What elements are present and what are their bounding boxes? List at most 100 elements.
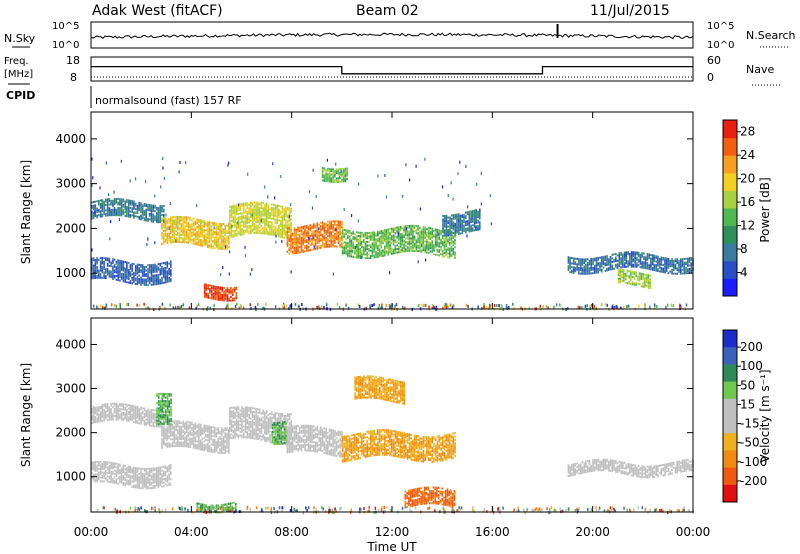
power-cell [145, 214, 147, 217]
power-cell [347, 242, 349, 245]
power-cell [341, 253, 344, 256]
power-cell [92, 217, 95, 220]
velocity-cell [96, 469, 98, 472]
power-cell [228, 272, 230, 276]
power-cell [325, 231, 327, 234]
power-cell [113, 276, 116, 279]
power-cell [219, 246, 221, 249]
power-cell [380, 255, 383, 258]
power-cell [341, 246, 344, 249]
power-cell [203, 286, 206, 289]
power-cell [248, 216, 250, 219]
power-cell [369, 304, 371, 308]
power-cell [422, 234, 425, 237]
velocity-cell [99, 460, 102, 463]
power-cell [339, 229, 341, 232]
power-cell [572, 268, 575, 271]
power-cell [341, 249, 344, 252]
power-cell [191, 231, 193, 234]
power-cell [274, 232, 277, 235]
power-cell [681, 261, 684, 264]
power-cell [170, 221, 172, 224]
power-cell [479, 228, 481, 231]
velocity-cell [120, 471, 123, 473]
power-cell [639, 259, 642, 262]
power-cell [479, 214, 481, 216]
power-cell [650, 259, 652, 262]
power-cell [236, 204, 238, 207]
power-cell [321, 237, 324, 240]
power-cell [206, 235, 209, 238]
power-cell [318, 227, 320, 231]
velocity-cell [122, 464, 125, 467]
power-cell [320, 234, 322, 237]
power-cell [213, 222, 216, 225]
power-cell [667, 263, 670, 266]
power-cell [394, 228, 397, 231]
power-cell [143, 210, 146, 213]
power-cell [298, 242, 301, 245]
velocity-cell [108, 468, 111, 471]
power-cell [199, 233, 202, 236]
power-cell [625, 253, 628, 256]
power-cell [325, 174, 327, 177]
velocity-cell [127, 465, 130, 468]
velocity-cell [150, 421, 153, 424]
power-cell [92, 206, 95, 209]
power-cell [620, 306, 622, 310]
power-cell [424, 240, 426, 243]
power-cell [147, 275, 149, 277]
power-cell [241, 231, 243, 234]
power-cell [647, 274, 650, 277]
power-cell [656, 305, 658, 308]
power-cell [163, 210, 165, 213]
velocity-cell [119, 477, 121, 480]
power-cell [638, 272, 641, 275]
power-cell [307, 235, 310, 238]
power-colorbar [723, 120, 737, 297]
power-cell [339, 168, 341, 171]
power-cell [648, 253, 650, 256]
power-cell [380, 232, 383, 234]
power-cell [235, 286, 238, 289]
power-cell [269, 208, 271, 211]
power-cell [595, 268, 598, 271]
power-cell [348, 239, 351, 241]
power-cell [157, 277, 160, 280]
power-cell [622, 305, 625, 309]
power-cell [257, 210, 259, 213]
power-cell [443, 255, 446, 258]
power-cell [337, 179, 340, 182]
power-cell [646, 253, 649, 256]
velocity-cell [96, 412, 98, 414]
power-cell [452, 228, 455, 231]
power-cell [600, 258, 603, 261]
power-cell [636, 262, 638, 265]
power-cell [278, 215, 280, 218]
power-cell [124, 277, 126, 280]
power-cell [508, 306, 510, 310]
power-cell [201, 243, 204, 245]
velocity-cell [156, 425, 158, 428]
power-cell [307, 242, 310, 245]
power-cell [286, 216, 289, 218]
velocity-cell [141, 416, 144, 419]
power-cell [450, 242, 453, 245]
velocity-cell [101, 476, 104, 479]
power-cell [246, 216, 249, 219]
power-cell [129, 282, 132, 284]
power-cell [163, 240, 165, 243]
power-cell [644, 260, 647, 262]
power-cell [264, 211, 266, 214]
velocity-cell [92, 418, 95, 421]
power-cell [625, 262, 628, 265]
power-cell [160, 185, 162, 189]
power-cell [403, 245, 405, 247]
power-cell [110, 212, 112, 215]
power-cell [442, 227, 444, 230]
power-cell [326, 303, 328, 307]
power-cell [217, 246, 219, 248]
power-cell [318, 223, 320, 226]
power-cell [293, 250, 296, 253]
power-cell [191, 222, 193, 225]
